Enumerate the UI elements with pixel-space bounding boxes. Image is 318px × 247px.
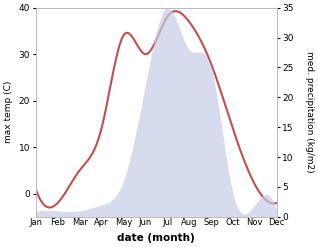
Y-axis label: max temp (C): max temp (C) — [4, 81, 13, 144]
X-axis label: date (month): date (month) — [117, 233, 195, 243]
Y-axis label: med. precipitation (kg/m2): med. precipitation (kg/m2) — [305, 51, 314, 173]
